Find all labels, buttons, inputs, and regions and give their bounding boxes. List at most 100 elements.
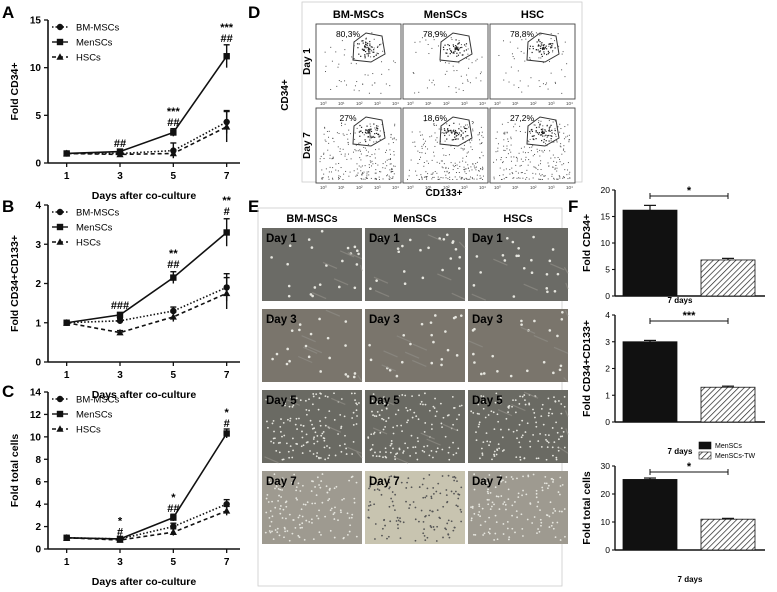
event-dot [548,120,550,122]
event-dot [442,35,444,37]
gated-event-dot [375,132,378,135]
cell [439,402,442,405]
cell [486,478,489,481]
cell [317,408,320,411]
event-dot [338,178,340,180]
event-dot [324,51,326,53]
significance-mark: * [171,492,176,504]
event-dot [364,165,366,167]
gated-event-dot [447,128,449,130]
cell [522,489,524,492]
event-dot [542,83,544,85]
event-dot [533,166,535,168]
event-dot [426,177,428,179]
event-dot [378,178,380,180]
cell [329,529,332,532]
event-dot [463,148,465,150]
event-dot [463,178,465,180]
gated-event-dot [447,43,449,46]
cell [482,395,485,398]
event-dot [350,133,352,135]
series-line-menscs [66,231,228,324]
event-dot [542,151,544,153]
event-dot [533,124,535,126]
legend-label: BM-MSCs [76,208,120,219]
cell [547,487,549,490]
gated-event-dot [459,47,461,49]
cell [441,426,443,429]
event-dot [462,82,464,84]
event-dot [389,163,391,165]
event-dot [468,67,470,69]
event-dot [434,132,436,134]
event-dot [499,175,501,177]
cell [346,375,350,378]
cell [482,407,485,410]
event-dot [504,150,506,152]
event-dot [378,148,380,150]
event-dot [476,161,478,163]
flow-tick-label: 10³ [461,185,468,190]
cell [341,498,344,501]
cell [385,420,388,423]
gated-event-dot [442,46,445,48]
event-dot [471,121,473,123]
gated-event-dot [539,123,541,125]
stromal-fiber [471,293,486,301]
cell [392,447,394,450]
cell [422,477,425,480]
cell [284,402,286,405]
cell [275,485,278,488]
cell [270,319,274,322]
gated-event-dot [549,130,551,132]
event-dot [347,142,349,144]
event-dot [427,44,429,46]
cell [496,370,499,373]
cell [563,508,566,510]
cell [328,454,331,457]
stromal-fiber [322,261,338,270]
cell [334,454,337,457]
y-tick-label: 0 [35,545,41,556]
event-dot [452,164,454,166]
gated-event-dot [546,53,548,56]
cell [283,526,286,529]
gated-event-dot [541,130,543,132]
cell [312,395,315,398]
cell [420,322,424,326]
cell [311,423,313,426]
gated-event-dot [538,38,540,41]
significance-mark: ### [111,300,129,312]
cell [494,514,497,517]
gated-event-dot [451,131,453,133]
event-dot [550,38,552,40]
gated-event-dot [376,129,378,131]
cell [285,362,289,366]
cell [558,368,562,372]
event-dot [353,89,355,91]
event-dot [386,175,388,177]
gated-event-dot [547,53,549,55]
event-dot [391,169,393,171]
flow-tick-label: 10¹ [512,185,519,190]
cell [545,272,549,276]
gated-event-dot [369,128,371,131]
event-dot [418,91,420,93]
cell [420,400,423,403]
cell [271,422,274,425]
event-dot [456,70,458,72]
event-dot [556,178,558,180]
gated-event-dot [554,129,556,132]
event-dot [365,149,367,151]
cell [514,399,517,402]
stromal-fiber [404,351,420,359]
event-dot [361,165,363,167]
significance-mark: ** [169,248,178,260]
gated-event-dot [358,131,360,133]
cell [497,495,500,498]
cell [416,437,419,439]
event-dot [452,169,454,171]
event-dot [525,38,527,40]
